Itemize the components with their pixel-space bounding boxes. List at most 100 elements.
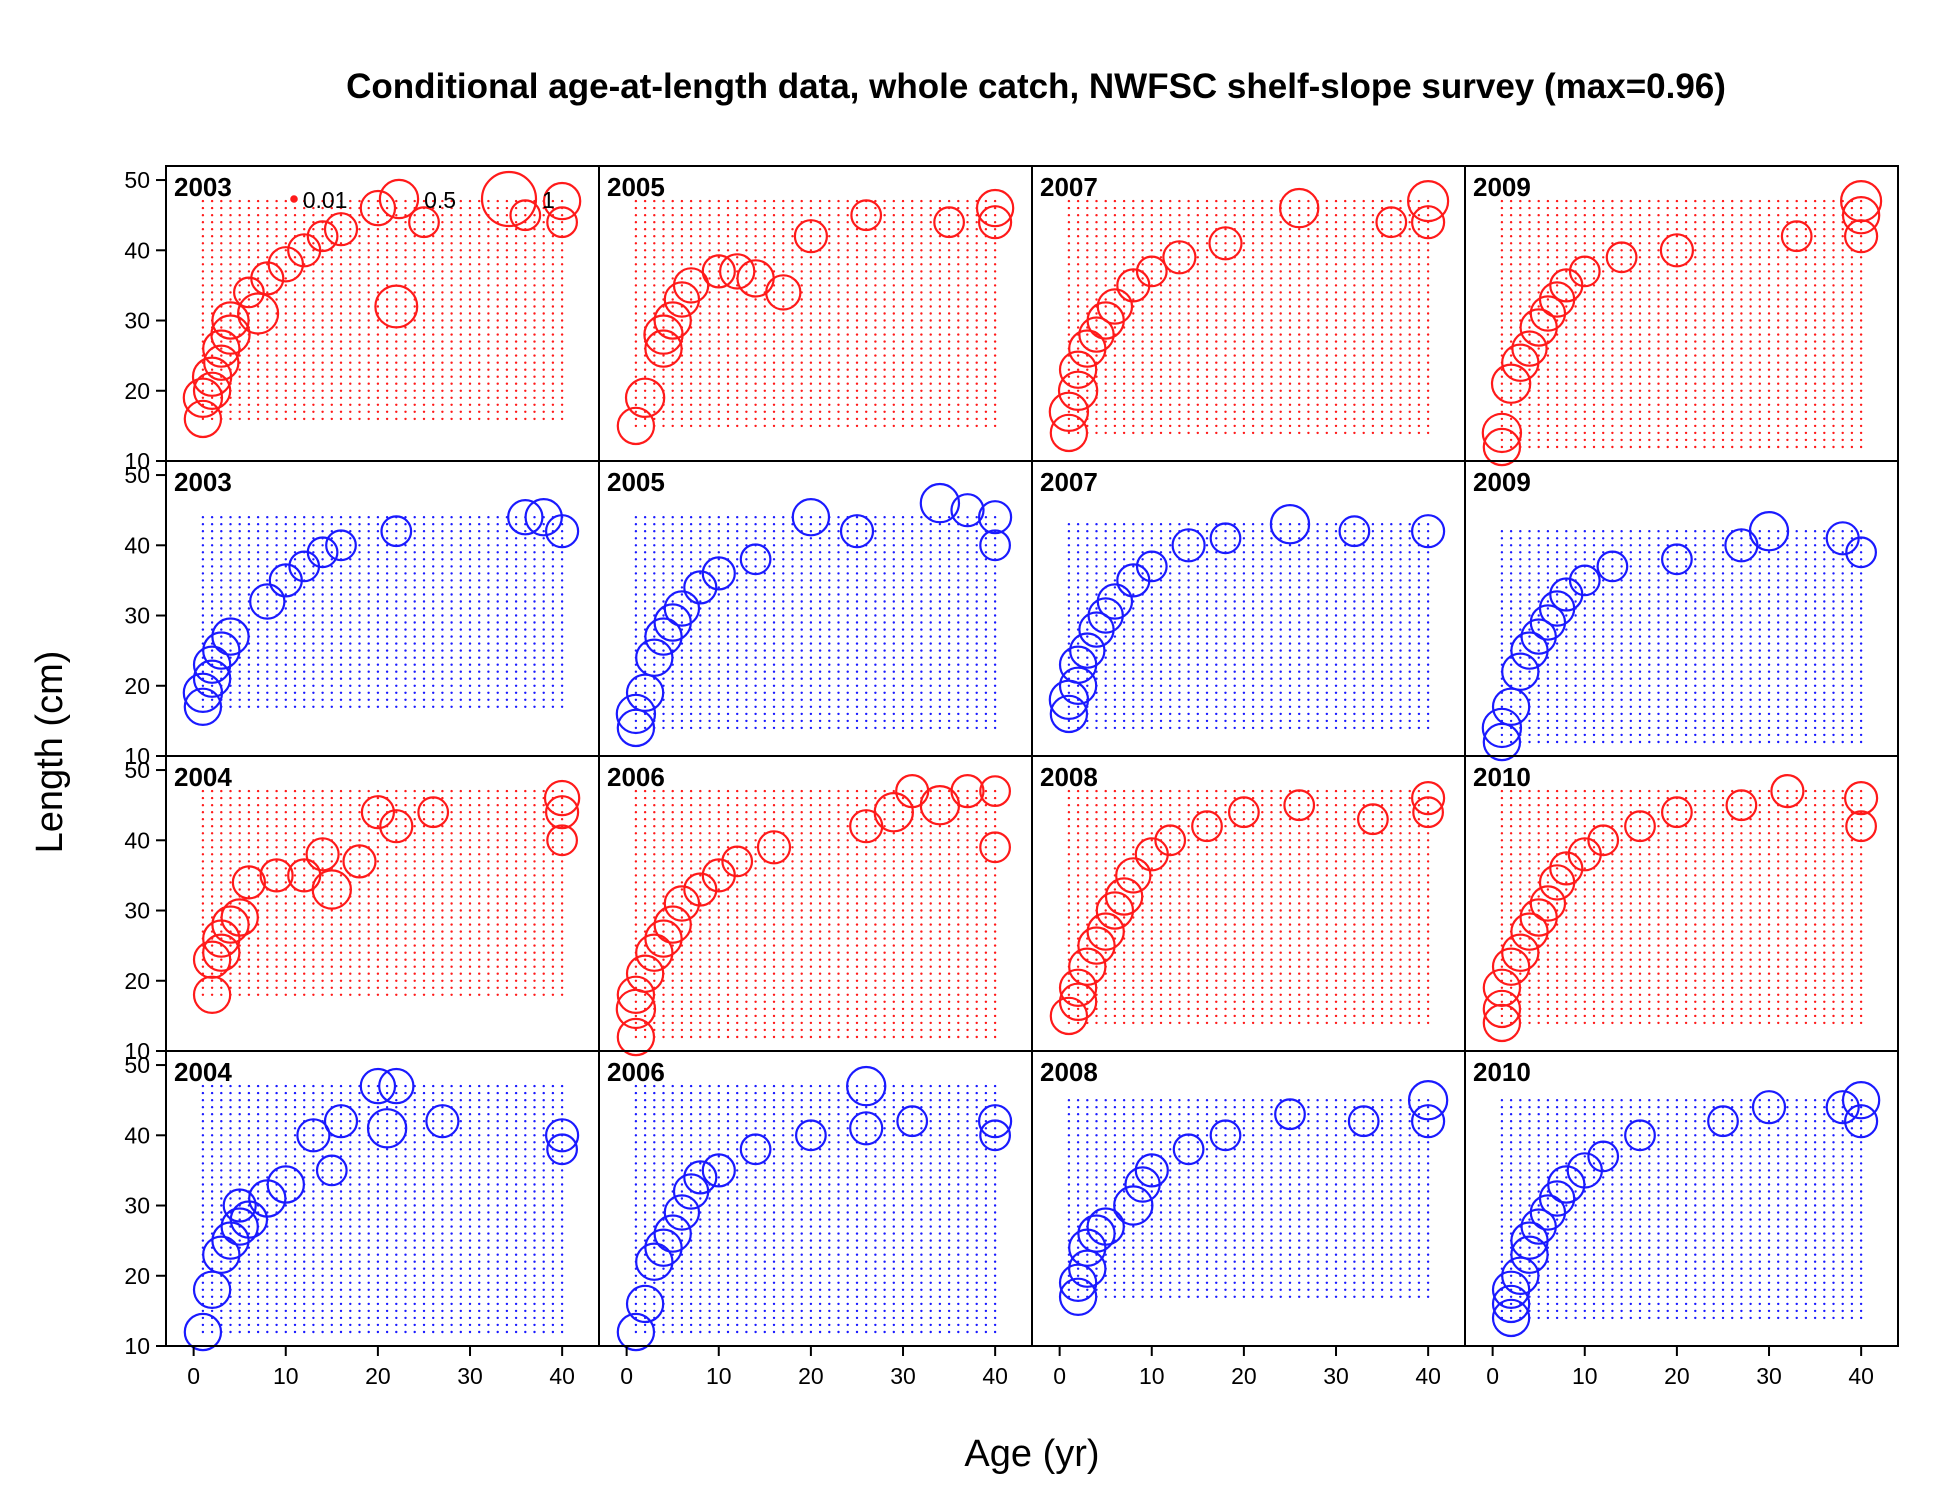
background-dot — [644, 277, 646, 279]
background-dot — [1418, 312, 1420, 314]
background-dot — [377, 256, 379, 258]
background-dot — [994, 277, 996, 279]
background-dot — [275, 214, 277, 216]
background-dot — [533, 235, 535, 237]
background-dot — [386, 362, 388, 364]
background-dot — [939, 383, 941, 385]
background-dot — [524, 369, 526, 371]
background-dot — [377, 347, 379, 349]
background-dot — [1363, 242, 1365, 244]
background-dot — [1685, 383, 1687, 385]
background-dot — [1105, 235, 1107, 237]
background-dot — [441, 326, 443, 328]
background-dot — [865, 312, 867, 314]
background-dot — [985, 390, 987, 392]
background-dot — [395, 242, 397, 244]
background-dot — [404, 333, 406, 335]
background-dot — [1197, 369, 1199, 371]
background-dot — [939, 326, 941, 328]
background-dot — [801, 200, 803, 202]
background-dot — [976, 263, 978, 265]
background-dot — [985, 228, 987, 230]
background-dot — [321, 333, 323, 335]
background-dot — [1547, 263, 1549, 265]
background-dot — [1326, 284, 1328, 286]
background-dot — [1234, 207, 1236, 209]
background-dot — [791, 397, 793, 399]
background-dot — [331, 333, 333, 335]
background-dot — [893, 411, 895, 413]
background-dot — [220, 347, 222, 349]
background-dot — [902, 277, 904, 279]
background-dot — [764, 340, 766, 342]
background-dot — [1123, 256, 1125, 258]
background-dot — [386, 312, 388, 314]
background-dot — [957, 362, 959, 364]
background-dot — [377, 249, 379, 251]
background-dot — [791, 249, 793, 251]
background-dot — [902, 425, 904, 427]
background-dot — [1178, 291, 1180, 293]
background-dot — [727, 214, 729, 216]
background-dot — [1390, 319, 1392, 321]
background-dot — [377, 277, 379, 279]
background-dot — [478, 249, 480, 251]
background-dot — [745, 270, 747, 272]
background-dot — [690, 390, 692, 392]
background-dot — [487, 249, 489, 251]
background-dot — [358, 270, 360, 272]
background-dot — [764, 242, 766, 244]
background-dot — [1685, 291, 1687, 293]
background-dot — [948, 291, 950, 293]
background-dot — [1280, 277, 1282, 279]
background-dot — [1234, 354, 1236, 356]
background-dot — [1538, 383, 1540, 385]
background-dot — [1667, 390, 1669, 392]
background-dot — [1722, 291, 1724, 293]
background-dot — [1584, 383, 1586, 385]
background-dot — [368, 298, 370, 300]
background-dot — [1676, 362, 1678, 364]
background-dot — [1574, 221, 1576, 223]
background-dot — [1289, 425, 1291, 427]
background-dot — [1676, 291, 1678, 293]
background-dot — [773, 242, 775, 244]
background-dot — [1694, 390, 1696, 392]
background-dot — [1639, 347, 1641, 349]
background-dot — [1611, 221, 1613, 223]
background-dot — [469, 369, 471, 371]
background-dot — [1363, 432, 1365, 434]
background-dot — [1657, 312, 1659, 314]
background-dot — [1243, 390, 1245, 392]
background-dot — [1298, 418, 1300, 420]
background-dot — [1685, 340, 1687, 342]
background-dot — [994, 270, 996, 272]
background-dot — [395, 347, 397, 349]
background-dot — [497, 347, 499, 349]
background-dot — [865, 235, 867, 237]
background-dot — [331, 404, 333, 406]
background-dot — [395, 291, 397, 293]
background-dot — [736, 319, 738, 321]
background-dot — [727, 305, 729, 307]
background-dot — [515, 404, 517, 406]
background-dot — [883, 312, 885, 314]
background-dot — [930, 333, 932, 335]
background-dot — [1141, 362, 1143, 364]
background-dot — [202, 326, 204, 328]
background-dot — [368, 277, 370, 279]
background-dot — [893, 221, 895, 223]
background-dot — [497, 256, 499, 258]
background-dot — [561, 242, 563, 244]
background-dot — [1418, 284, 1420, 286]
background-dot — [1519, 284, 1521, 286]
background-dot — [1123, 228, 1125, 230]
background-dot — [672, 249, 674, 251]
background-dot — [1547, 319, 1549, 321]
background-dot — [497, 270, 499, 272]
background-dot — [1538, 319, 1540, 321]
background-dot — [662, 214, 664, 216]
background-dot — [1086, 270, 1088, 272]
background-dot — [340, 263, 342, 265]
background-dot — [902, 340, 904, 342]
